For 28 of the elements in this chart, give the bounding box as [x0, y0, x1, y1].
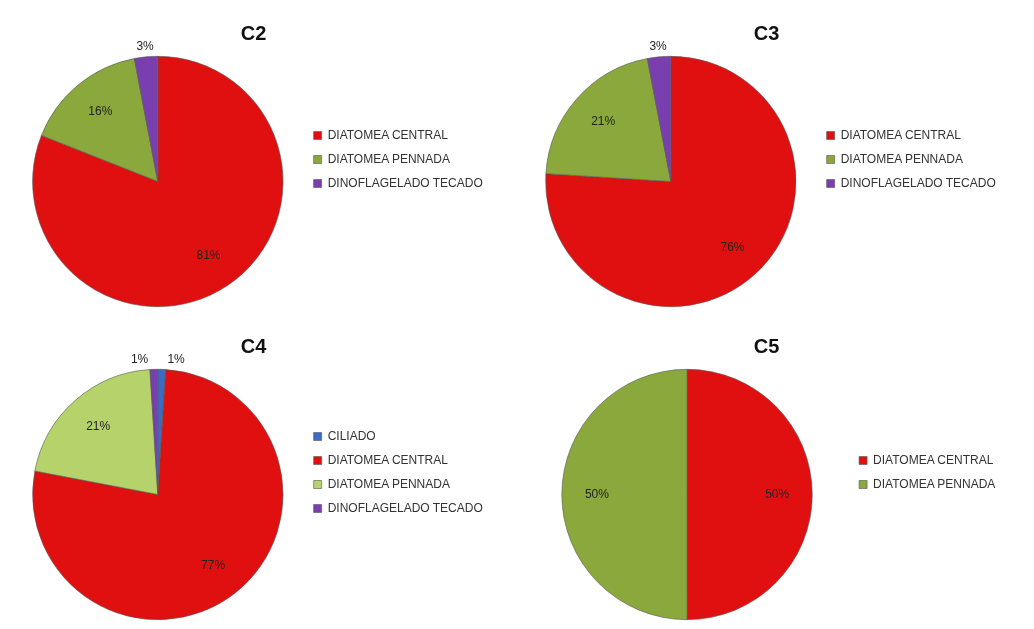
chart-title: C2	[240, 21, 267, 44]
data-label: 50%	[584, 486, 610, 501]
chart-title: C5	[753, 334, 780, 357]
data-label: 1%	[167, 351, 186, 366]
data-label: 3%	[649, 39, 668, 54]
data-label: 21%	[591, 114, 616, 129]
data-label: 21%	[86, 419, 111, 434]
chart-title: C3	[753, 21, 780, 44]
legend-label: DIATOMEA CENTRAL	[327, 452, 449, 467]
legend-label: DIATOMEA PENNADA	[327, 476, 450, 491]
data-label: 1%	[130, 351, 149, 366]
data-label: 16%	[88, 104, 113, 119]
legend-label: DIATOMEA PENNADA	[327, 151, 450, 166]
legend-label: DIATOMEA CENTRAL	[327, 127, 449, 142]
data-label: 81%	[196, 248, 221, 263]
legend-label: DIATOMEA CENTRAL	[873, 452, 994, 467]
data-label: 76%	[720, 239, 745, 254]
legend-label: DINOFLAGELADO TECADO	[327, 500, 483, 515]
legend-label: CILIADO	[327, 428, 376, 443]
legend-label: DIATOMEA CENTRAL	[840, 127, 962, 142]
legend-label: DIATOMEA PENNADA	[873, 476, 996, 491]
legend-label: DINOFLAGELADO TECADO	[327, 175, 483, 190]
data-label: 50%	[765, 486, 790, 501]
chart-title: C4	[240, 334, 268, 357]
data-label: 3%	[136, 39, 155, 54]
legend-label: DINOFLAGELADO TECADO	[840, 175, 996, 190]
legend-label: DIATOMEA PENNADA	[840, 151, 963, 166]
data-label: 77%	[201, 558, 226, 573]
